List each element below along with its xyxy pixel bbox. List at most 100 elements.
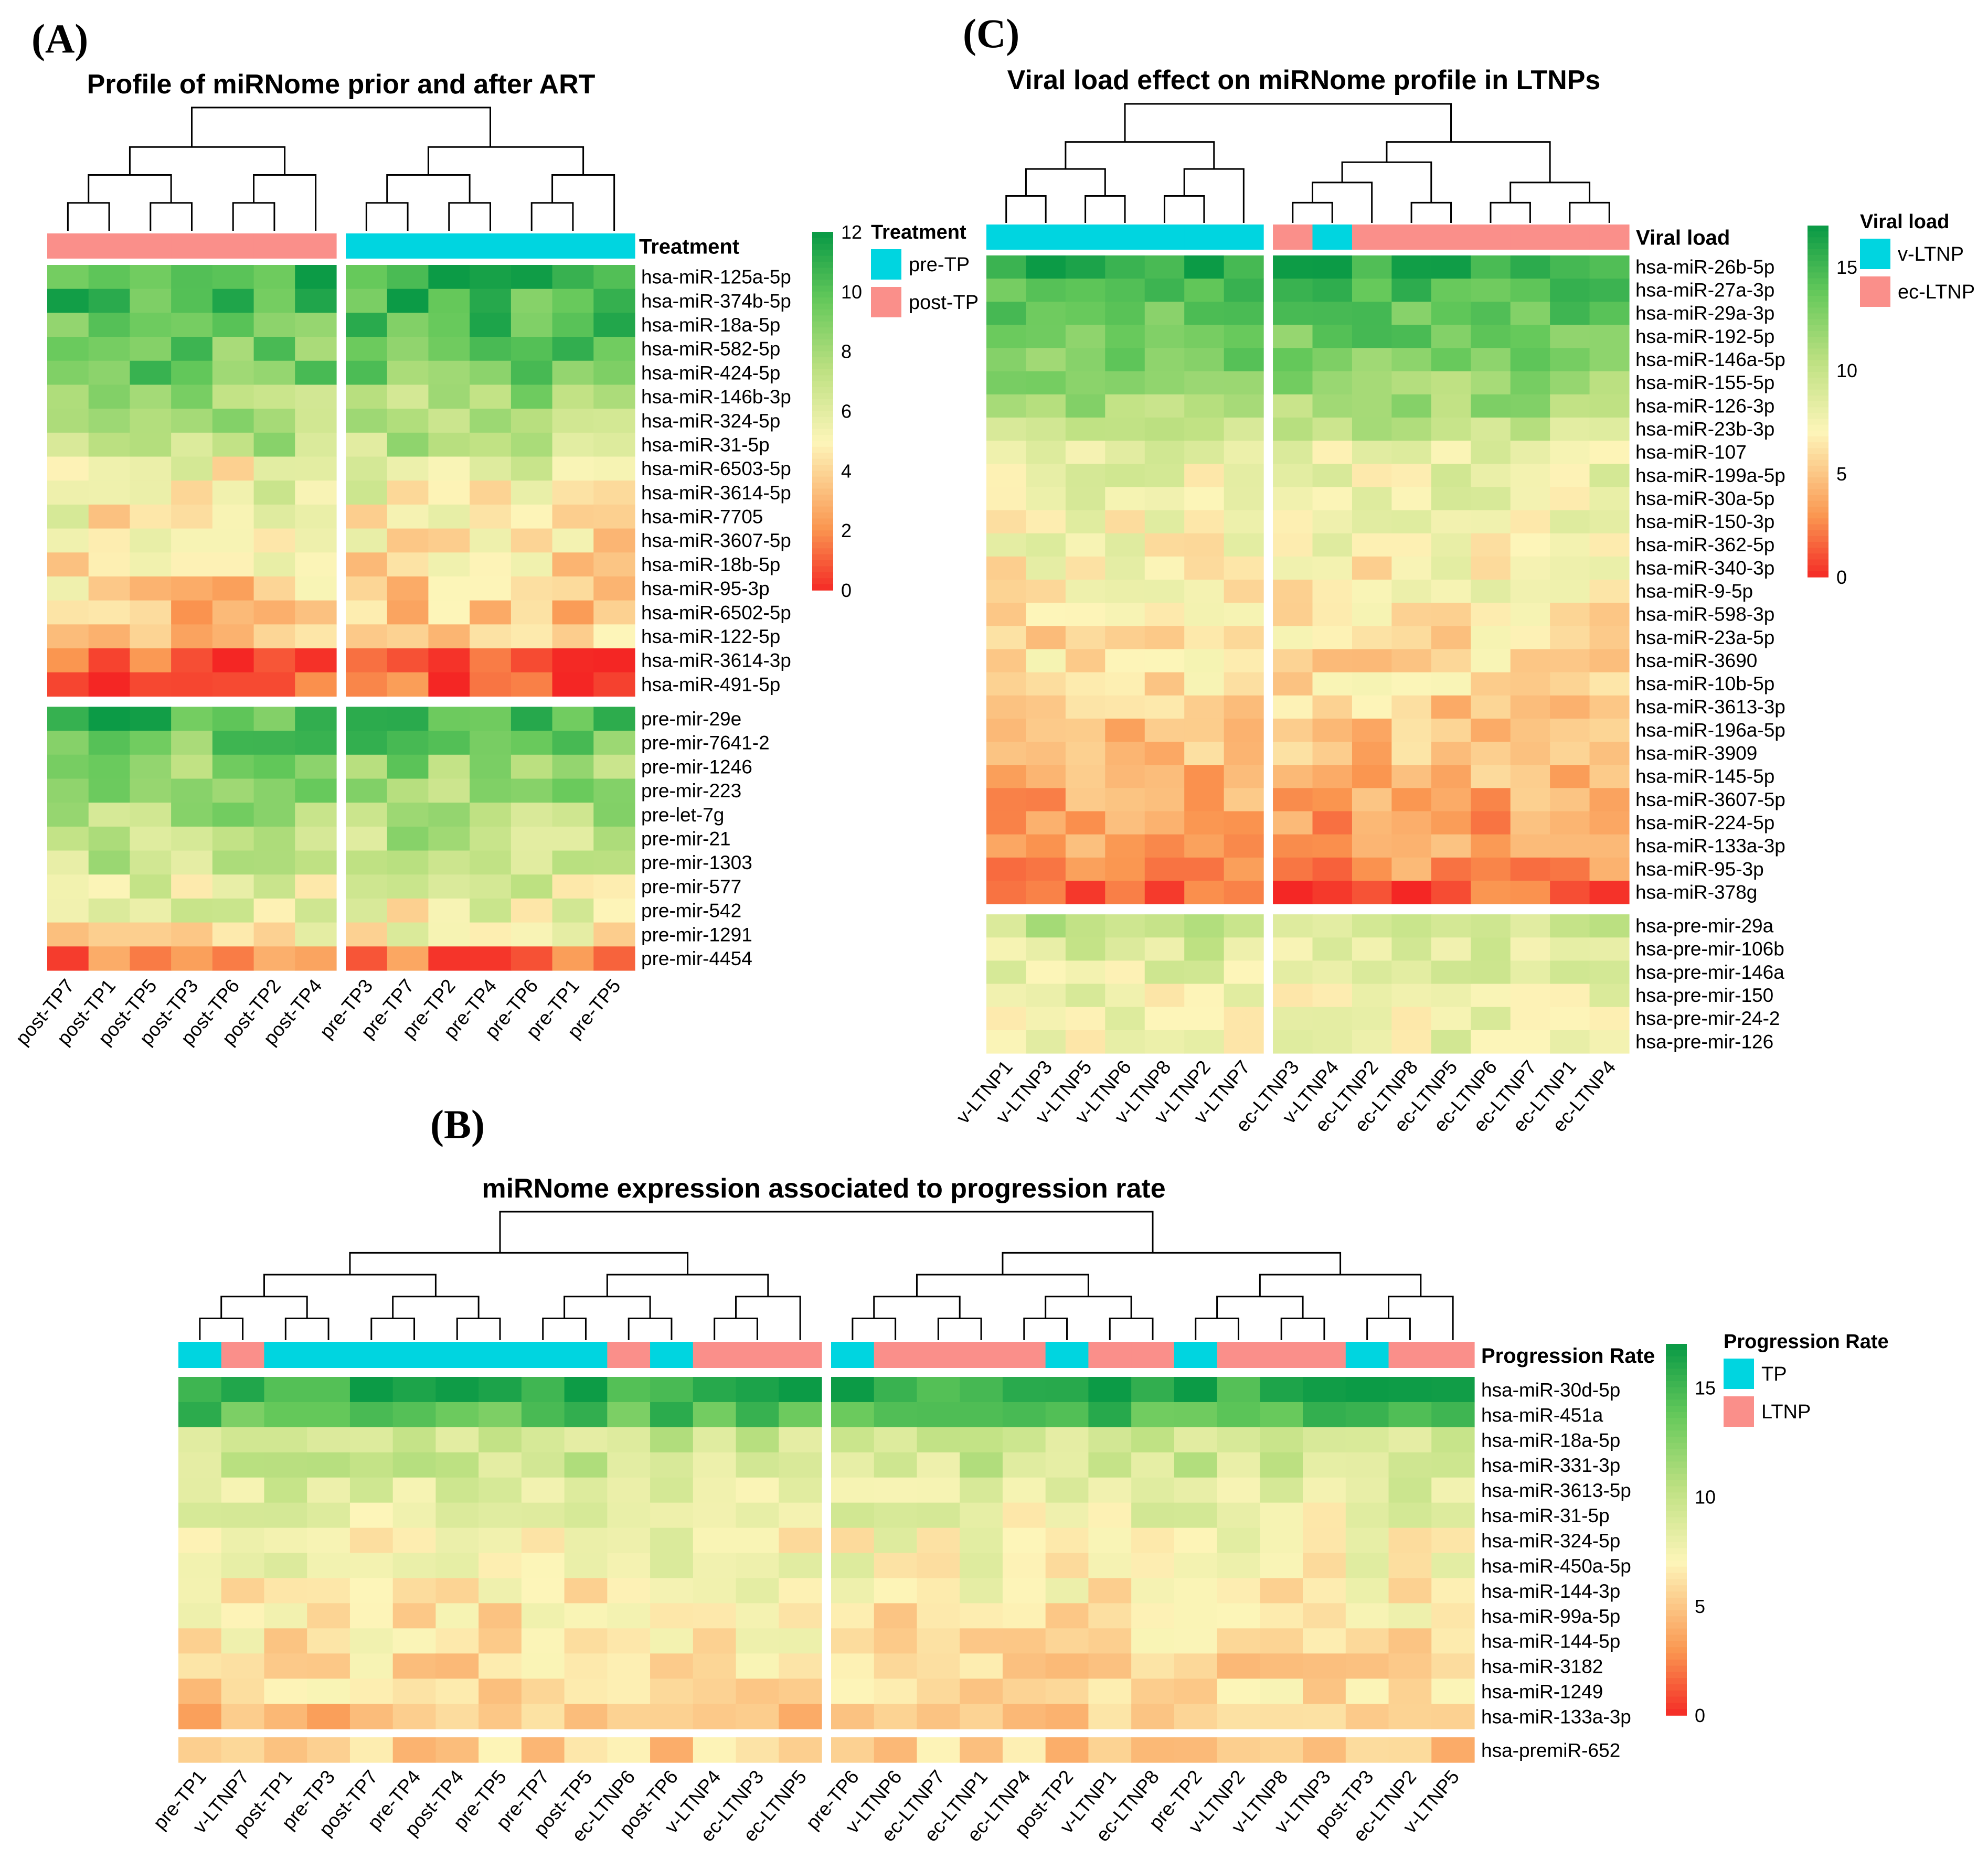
heatmap-cell <box>1431 811 1471 835</box>
dendrogram-branch <box>67 202 110 231</box>
heatmap-cell <box>1352 464 1392 488</box>
heatmap-cell <box>428 922 470 947</box>
annotation-cell <box>88 233 131 259</box>
heatmap-cell <box>1224 371 1264 395</box>
dendrogram-branch <box>199 1317 244 1340</box>
heatmap-cell <box>1431 603 1471 626</box>
heatmap-cell <box>1224 464 1264 488</box>
heatmap-cell <box>1352 325 1392 349</box>
row-label: pre-mir-4454 <box>641 948 752 969</box>
heatmap-cell <box>1510 556 1550 580</box>
heatmap-cell <box>1273 984 1313 1008</box>
heatmap-cell <box>874 1477 918 1503</box>
heatmap-cell <box>1352 533 1392 557</box>
heatmap-cell <box>1184 788 1225 812</box>
heatmap-cell <box>1345 1679 1389 1704</box>
heatmap-cell <box>221 1452 265 1478</box>
colorbar-segment <box>1666 1653 1687 1660</box>
heatmap-cell <box>986 811 1027 835</box>
heatmap-cell <box>986 348 1027 372</box>
heatmap-cell <box>650 1427 694 1453</box>
heatmap-cell <box>1550 418 1590 441</box>
heatmap-cell <box>47 600 89 625</box>
heatmap-cell <box>1550 255 1590 279</box>
heatmap-cell <box>960 1502 1003 1529</box>
heatmap-cell <box>1273 626 1313 650</box>
heatmap-cell <box>479 1427 522 1453</box>
heatmap-cell <box>1131 1427 1175 1453</box>
heatmap-cell <box>650 1578 694 1604</box>
colorbar-segment <box>812 375 833 382</box>
heatmap-cell <box>1550 464 1590 488</box>
heatmap-cell <box>1217 1704 1260 1729</box>
heatmap-cell <box>435 1653 479 1679</box>
dendrogram-branch <box>370 1317 416 1340</box>
heatmap-cell <box>428 672 470 697</box>
heatmap-cell <box>593 432 635 457</box>
heatmap-cell <box>178 1603 222 1629</box>
heatmap-cell <box>88 922 131 947</box>
heatmap-cell <box>171 826 213 851</box>
heatmap-cell <box>178 1502 222 1529</box>
heatmap-cell <box>1431 1737 1475 1763</box>
heatmap-cell <box>47 432 89 457</box>
colorbar-tick: 12 <box>841 221 862 243</box>
heatmap-cell <box>1105 695 1145 719</box>
heatmap-cell <box>874 1628 918 1654</box>
heatmap-cell <box>264 1527 307 1554</box>
heatmap-cell <box>1144 880 1185 904</box>
heatmap-cell <box>1431 1653 1475 1679</box>
colorbar-segment <box>812 369 833 376</box>
heatmap-cell <box>346 731 388 755</box>
heatmap-cell <box>1131 1679 1175 1704</box>
heatmap-cell <box>264 1377 307 1403</box>
heatmap-cell <box>552 552 594 577</box>
dendrogram-branch <box>606 1274 769 1297</box>
heatmap-cell <box>428 576 470 601</box>
heatmap-cell <box>1273 1030 1313 1054</box>
heatmap-cell <box>470 624 512 649</box>
heatmap-cell <box>1352 1030 1392 1054</box>
heatmap-cell <box>693 1402 737 1428</box>
heatmap-cell <box>387 576 429 601</box>
colorbar-tick: 2 <box>841 520 852 541</box>
heatmap-cell <box>917 1402 960 1428</box>
heatmap-cell <box>1550 718 1590 742</box>
heatmap-cell <box>1471 811 1511 835</box>
heatmap-cell <box>917 1452 960 1478</box>
heatmap-cell <box>1550 742 1590 765</box>
heatmap-cell <box>264 1477 307 1503</box>
heatmap-cell <box>1144 394 1185 418</box>
heatmap-cell <box>295 432 337 457</box>
heatmap-cell <box>88 707 131 731</box>
heatmap-cell <box>1224 914 1264 938</box>
heatmap-cell <box>1550 371 1590 395</box>
heatmap-cell <box>1388 1527 1432 1554</box>
heatmap-cell <box>1510 649 1550 673</box>
heatmap-cell <box>693 1653 737 1679</box>
colorbar-segment <box>1808 553 1828 560</box>
heatmap-cell <box>1131 1653 1175 1679</box>
heatmap-cell <box>47 803 89 827</box>
heatmap-cell <box>1589 857 1630 881</box>
heatmap-cell <box>511 337 553 361</box>
heatmap-cell <box>1345 1578 1389 1604</box>
heatmap-cell <box>874 1452 918 1478</box>
heatmap-cell <box>470 731 512 755</box>
panel-title: Viral load effect on miRNome profile in … <box>1007 65 1601 95</box>
heatmap-cell <box>212 898 254 923</box>
heatmap-cell <box>1352 672 1392 696</box>
colorbar-segment <box>812 363 833 370</box>
heatmap-cell <box>1273 718 1313 742</box>
colorbar-tick: 15 <box>1695 1377 1716 1398</box>
heatmap-cell <box>593 480 635 505</box>
heatmap-cell <box>1550 325 1590 349</box>
heatmap-cell <box>1273 695 1313 719</box>
heatmap-cell <box>1388 1402 1432 1428</box>
row-label: pre-mir-223 <box>641 780 741 802</box>
heatmap-cell <box>1431 765 1471 788</box>
heatmap-cell <box>1589 672 1630 696</box>
heatmap-cell <box>1391 464 1432 488</box>
colorbar-segment <box>1666 1375 1687 1382</box>
heatmap-cell <box>387 624 429 649</box>
